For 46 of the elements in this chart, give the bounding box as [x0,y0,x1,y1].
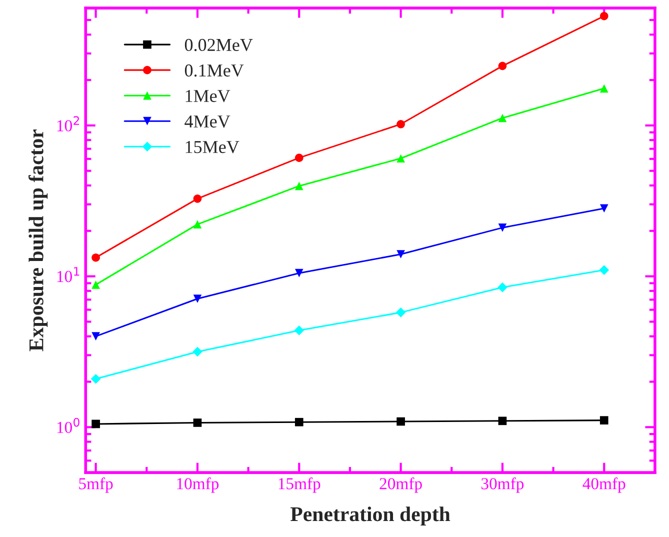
x-tick-label: 30mfp [481,477,524,493]
y-tick-label: 10$^{2}$ [57,116,80,132]
point [294,154,304,162]
point [193,418,202,427]
point [90,374,101,384]
point [498,62,507,70]
point [294,182,304,190]
x-axis-title: Penetration depth [290,506,450,526]
x-tick-label: 5mfp [79,477,113,493]
point [498,416,507,426]
x-tick-label: 15mfp [278,477,320,493]
point [396,308,406,318]
point [600,84,608,93]
x-tick-label: 40mfp [582,477,626,493]
point [294,418,304,426]
point [294,325,304,336]
point [498,282,508,292]
point [92,332,100,340]
point [92,253,100,262]
point [599,265,610,275]
point [294,268,304,278]
y-axis-title: Exposure build up factor [28,130,48,352]
point [498,224,507,232]
point [498,114,507,122]
legend-label: 1MeV [186,90,230,102]
point [600,204,608,213]
legend-label: 0.1MeV [184,64,244,77]
y-tick-label: 10$^{1}$ [57,267,80,282]
x-tick-label: 10mfp [177,477,219,493]
point [92,420,100,428]
point [396,417,405,426]
point [193,194,202,203]
point [600,416,608,424]
point [396,154,405,163]
point [396,120,405,128]
point [600,12,608,20]
point [92,280,100,289]
legend-label: 0.02MeV [184,38,253,52]
point [193,220,202,229]
y-tick-label: 10$^{0}$ [57,418,80,434]
point [193,294,202,303]
point [192,346,202,357]
point [396,250,405,258]
legend-label: 4MeV [184,116,230,128]
x-tick-label: 20mfp [380,477,422,493]
legend-label: 15MeV [186,141,240,154]
